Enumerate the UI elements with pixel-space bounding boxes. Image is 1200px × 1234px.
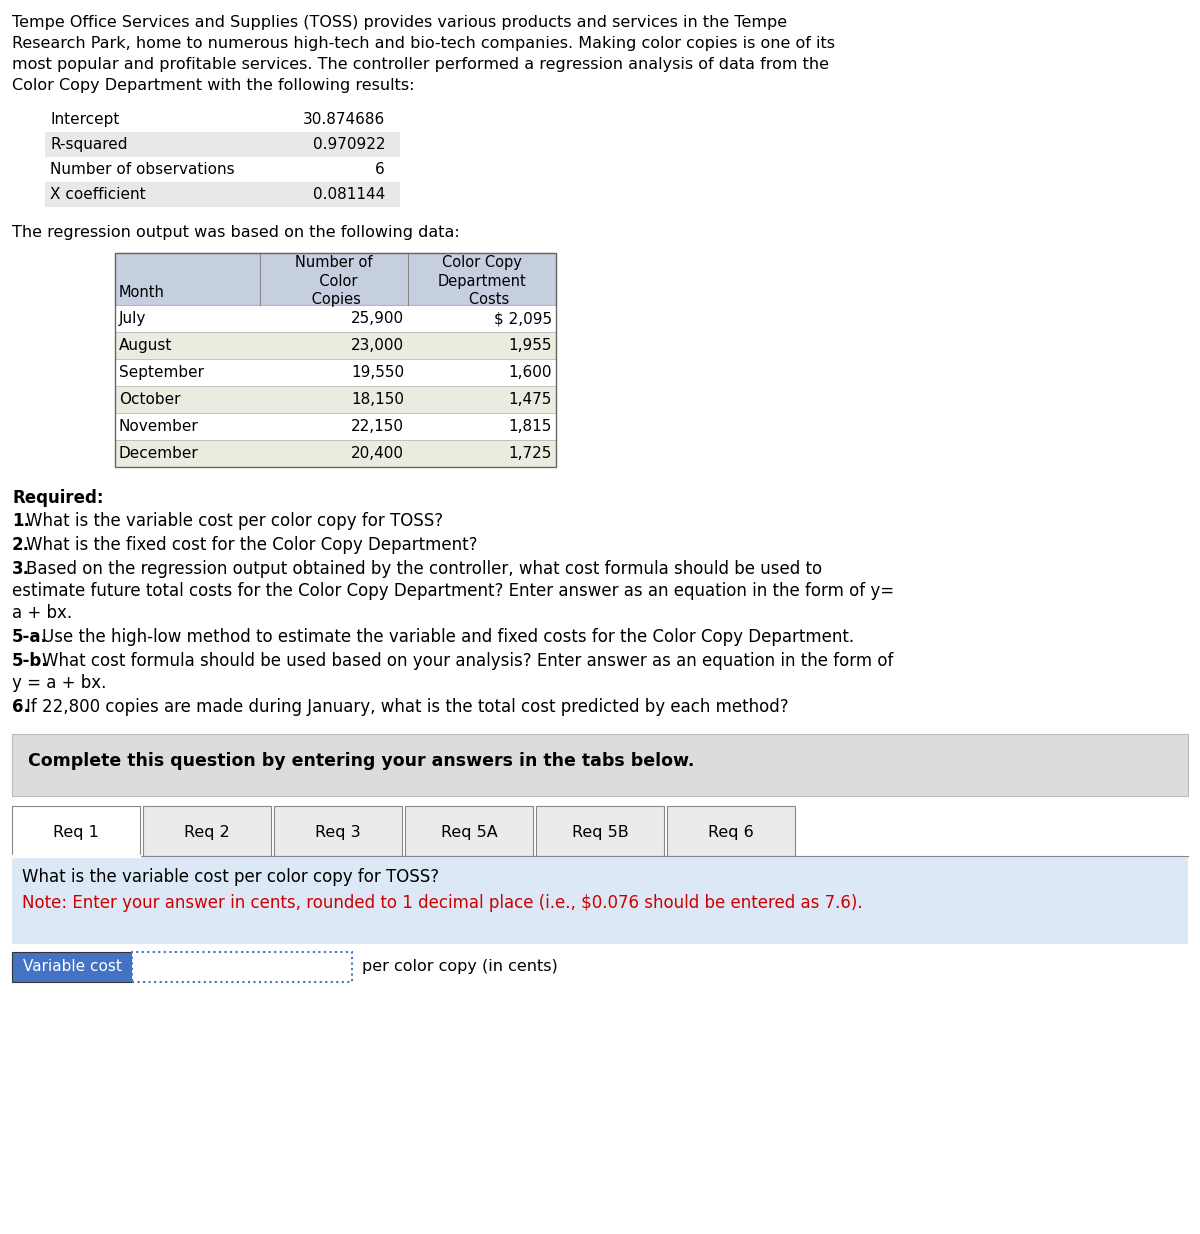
Text: What cost formula should be used based on your analysis? Enter answer as an equa: What cost formula should be used based o… — [42, 652, 893, 670]
Bar — [115, 441, 556, 466]
Text: 5-a.: 5-a. — [12, 628, 48, 647]
Text: 1.: 1. — [12, 512, 30, 529]
Text: 3.: 3. — [12, 560, 30, 578]
Bar — [115, 253, 556, 466]
Text: Complete this question by entering your answers in the tabs below.: Complete this question by entering your … — [28, 752, 695, 770]
Text: Month: Month — [119, 285, 164, 300]
Text: August: August — [119, 338, 173, 353]
Bar — [406, 806, 533, 856]
Bar — [115, 332, 556, 359]
Text: 25,900: 25,900 — [350, 311, 404, 326]
Text: If 22,800 copies are made during January, what is the total cost predicted by ea: If 22,800 copies are made during January… — [26, 698, 788, 716]
Bar — [46, 132, 400, 157]
Text: Color Copy
Department
   Costs: Color Copy Department Costs — [438, 255, 527, 307]
Text: Req 5A: Req 5A — [440, 826, 497, 840]
Bar — [12, 856, 1188, 944]
Text: X coefficient: X coefficient — [50, 188, 145, 202]
Text: 6: 6 — [376, 162, 385, 176]
Text: 23,000: 23,000 — [350, 338, 404, 353]
Bar — [12, 734, 1188, 796]
Text: 30.874686: 30.874686 — [302, 112, 385, 127]
Text: Variable cost: Variable cost — [23, 959, 121, 974]
Bar — [46, 107, 400, 132]
Text: Tempe Office Services and Supplies (TOSS) provides various products and services: Tempe Office Services and Supplies (TOSS… — [12, 15, 787, 30]
Text: 1,815: 1,815 — [509, 420, 552, 434]
Text: November: November — [119, 420, 199, 434]
Text: 22,150: 22,150 — [352, 420, 404, 434]
Bar — [667, 806, 796, 856]
Text: most popular and profitable services. The controller performed a regression anal: most popular and profitable services. Th… — [12, 57, 829, 72]
Text: What is the variable cost per color copy for TOSS?: What is the variable cost per color copy… — [26, 512, 443, 529]
Bar — [12, 951, 132, 982]
Text: What is the variable cost per color copy for TOSS?: What is the variable cost per color copy… — [22, 868, 439, 886]
Bar — [132, 951, 352, 982]
Text: Based on the regression output obtained by the controller, what cost formula sho: Based on the regression output obtained … — [26, 560, 822, 578]
Text: 0.970922: 0.970922 — [312, 137, 385, 152]
Text: What is the fixed cost for the Color Copy Department?: What is the fixed cost for the Color Cop… — [26, 536, 478, 554]
Text: 19,550: 19,550 — [350, 365, 404, 380]
Text: 18,150: 18,150 — [352, 392, 404, 407]
Text: Req 1: Req 1 — [53, 826, 98, 840]
Bar — [115, 386, 556, 413]
Bar — [46, 181, 400, 207]
Text: 5-b.: 5-b. — [12, 652, 49, 670]
Text: 20,400: 20,400 — [352, 445, 404, 462]
Text: Intercept: Intercept — [50, 112, 119, 127]
Text: 2.: 2. — [12, 536, 30, 554]
Text: Req 2: Req 2 — [184, 826, 230, 840]
Text: y = a + bx.: y = a + bx. — [12, 674, 107, 692]
Bar — [115, 413, 556, 441]
Text: R-squared: R-squared — [50, 137, 127, 152]
Text: Number of
  Color
 Copies: Number of Color Copies — [295, 255, 373, 307]
Text: Required:: Required: — [12, 489, 103, 507]
Bar — [115, 359, 556, 386]
Bar — [46, 157, 400, 181]
Bar — [536, 806, 664, 856]
Text: 1,955: 1,955 — [509, 338, 552, 353]
Text: October: October — [119, 392, 180, 407]
Text: 1,475: 1,475 — [509, 392, 552, 407]
Bar — [115, 253, 556, 305]
Text: The regression output was based on the following data:: The regression output was based on the f… — [12, 225, 460, 239]
Text: Research Park, home to numerous high-tech and bio-tech companies. Making color c: Research Park, home to numerous high-tec… — [12, 36, 835, 51]
Text: Note: Enter your answer in cents, rounded to 1 decimal place (i.e., $0.076 shoul: Note: Enter your answer in cents, rounde… — [22, 893, 863, 912]
Text: a + bx.: a + bx. — [12, 603, 72, 622]
Text: per color copy (in cents): per color copy (in cents) — [362, 959, 558, 974]
Bar — [274, 806, 402, 856]
Text: Req 3: Req 3 — [316, 826, 361, 840]
Text: 1,725: 1,725 — [509, 445, 552, 462]
Text: estimate future total costs for the Color Copy Department? Enter answer as an eq: estimate future total costs for the Colo… — [12, 582, 894, 600]
Text: 1,600: 1,600 — [509, 365, 552, 380]
Text: July: July — [119, 311, 146, 326]
Text: Color Copy Department with the following results:: Color Copy Department with the following… — [12, 78, 414, 93]
Text: Use the high-low method to estimate the variable and fixed costs for the Color C: Use the high-low method to estimate the … — [42, 628, 854, 647]
Text: Req 5B: Req 5B — [571, 826, 629, 840]
Bar — [143, 806, 271, 856]
Text: 0.081144: 0.081144 — [313, 188, 385, 202]
Bar — [12, 806, 140, 856]
Text: Number of observations: Number of observations — [50, 162, 235, 176]
Text: Req 6: Req 6 — [708, 826, 754, 840]
Text: $ 2,095: $ 2,095 — [494, 311, 552, 326]
Text: December: December — [119, 445, 199, 462]
Text: September: September — [119, 365, 204, 380]
Bar — [115, 305, 556, 332]
Text: 6.: 6. — [12, 698, 30, 716]
